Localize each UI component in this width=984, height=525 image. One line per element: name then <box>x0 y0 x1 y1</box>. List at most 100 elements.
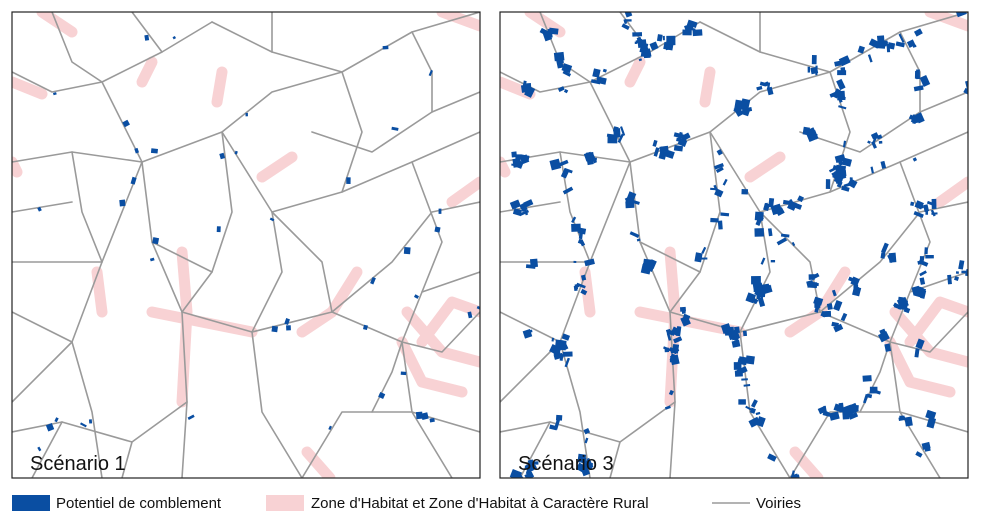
infill-patch <box>834 177 840 185</box>
infill-patch <box>553 350 561 356</box>
infill-patch <box>849 404 859 411</box>
infill-patch <box>621 23 630 31</box>
infill-patch <box>811 55 817 65</box>
infill-patch <box>583 457 587 464</box>
infill-patch <box>580 288 588 296</box>
infill-patch <box>584 437 589 444</box>
infill-patch <box>741 189 749 195</box>
infill-patch <box>576 282 586 289</box>
infill-patch <box>467 311 473 319</box>
infill-patch <box>764 202 769 207</box>
infill-patch <box>391 126 399 131</box>
infill-patch <box>562 186 574 195</box>
infill-patch <box>867 54 873 63</box>
infill-patch <box>668 389 674 396</box>
infill-patch <box>688 27 696 31</box>
infill-patch <box>557 86 565 92</box>
infill-patch <box>525 264 536 269</box>
infill-patch <box>512 158 522 168</box>
infill-patch <box>713 184 719 194</box>
infill-patch <box>149 257 155 262</box>
infill-patch <box>876 35 885 44</box>
infill-patch <box>664 44 671 51</box>
infill-patch <box>919 75 931 87</box>
infill-patch <box>555 414 563 421</box>
infill-patch <box>884 343 892 352</box>
infill-patch <box>913 28 923 37</box>
infill-patch <box>750 399 758 408</box>
infill-patch <box>881 242 889 254</box>
infill-patch <box>420 412 429 420</box>
infill-patch <box>639 40 649 52</box>
map-panel: Scénario 1 <box>11 11 487 479</box>
infill-patch <box>716 149 723 156</box>
infill-patch <box>269 217 275 222</box>
infill-patch <box>791 470 795 478</box>
infill-patch <box>833 403 844 413</box>
infill-patch <box>920 290 927 299</box>
infill-patch <box>682 313 688 322</box>
infill-patch <box>918 259 929 267</box>
infill-patch <box>742 330 748 337</box>
infill-patch <box>595 76 607 85</box>
infill-patch <box>551 337 555 342</box>
infill-patch <box>720 212 730 217</box>
infill-patch <box>585 462 594 470</box>
infill-patch <box>525 82 532 91</box>
infill-patch <box>673 145 684 152</box>
infill-patch <box>841 404 853 415</box>
legend-swatch <box>266 495 304 511</box>
infill-patch <box>958 260 965 270</box>
infill-patch <box>573 260 577 264</box>
infill-patch <box>876 134 883 140</box>
infill-patch <box>826 303 833 310</box>
infill-patch <box>915 112 925 124</box>
infill-patch <box>624 12 633 18</box>
infill-patch <box>434 226 441 233</box>
infill-patch <box>768 197 775 208</box>
infill-patch <box>731 339 741 348</box>
infill-patch <box>755 217 763 226</box>
infill-patch <box>736 366 748 376</box>
infill-patch <box>664 405 671 410</box>
infill-patch <box>562 70 572 77</box>
infill-patch <box>882 42 886 47</box>
infill-patch <box>880 252 886 259</box>
infill-patch <box>793 202 803 210</box>
infill-patch <box>931 198 937 209</box>
infill-patch <box>823 410 829 415</box>
panel-label: Scénario 3 <box>518 453 614 475</box>
infill-patch <box>925 254 934 259</box>
infill-patch <box>722 178 728 186</box>
infill-patch <box>867 140 871 144</box>
infill-patch <box>415 411 423 420</box>
infill-patch <box>828 166 837 173</box>
infill-patch <box>144 34 150 41</box>
infill-patch <box>879 328 886 335</box>
infill-patch <box>898 296 906 301</box>
infill-patch <box>564 357 570 368</box>
infill-patch <box>663 346 674 353</box>
infill-patch <box>649 41 659 51</box>
infill-patch <box>751 276 761 285</box>
infill-patch <box>713 162 724 170</box>
infill-patch <box>947 274 952 285</box>
infill-patch <box>743 384 751 387</box>
infill-patch <box>762 285 772 292</box>
infill-patch <box>234 150 238 155</box>
infill-patch <box>831 289 837 297</box>
infill-patch <box>757 296 766 308</box>
infill-patch <box>829 411 840 421</box>
infill-patch <box>710 217 719 223</box>
infill-patch <box>413 294 420 299</box>
infill-patch <box>606 133 614 138</box>
infill-patch <box>745 355 755 365</box>
infill-patch <box>893 302 903 310</box>
infill-patch <box>919 277 926 285</box>
infill-patch <box>814 303 821 313</box>
infill-patch <box>925 209 929 215</box>
infill-patch <box>926 417 937 429</box>
infill-patch <box>915 451 923 458</box>
infill-patch <box>481 127 487 134</box>
infill-patch <box>636 238 641 242</box>
